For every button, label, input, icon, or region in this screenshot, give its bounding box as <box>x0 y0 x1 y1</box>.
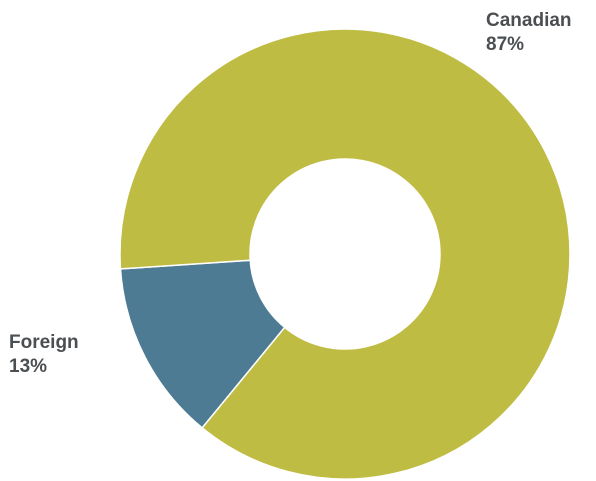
slice-name-canadian: Canadian <box>486 10 572 31</box>
slice-label-foreign: Foreign 13% <box>9 331 79 379</box>
slice-label-canadian: Canadian 87% <box>486 9 572 57</box>
slice-foreign <box>119 259 286 429</box>
slice-name-foreign: Foreign <box>9 332 79 353</box>
slice-canadian <box>119 28 571 480</box>
slice-percent-foreign: 13% <box>9 356 48 377</box>
slice-percent-canadian: 87% <box>486 34 525 55</box>
